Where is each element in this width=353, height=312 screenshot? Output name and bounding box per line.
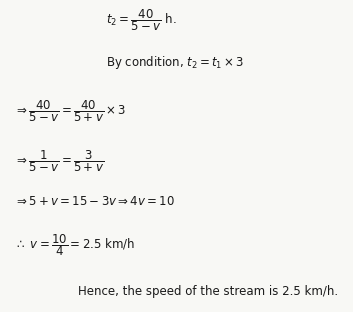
Text: $\therefore\ v = \dfrac{10}{4} = 2.5$ km/h: $\therefore\ v = \dfrac{10}{4} = 2.5$ km… <box>14 232 135 258</box>
Text: $t_2 = \dfrac{40}{5-v}$ h.: $t_2 = \dfrac{40}{5-v}$ h. <box>106 7 176 33</box>
Text: $\Rightarrow \dfrac{40}{5-v} = \dfrac{40}{5+v} \times 3$: $\Rightarrow \dfrac{40}{5-v} = \dfrac{40… <box>14 98 126 124</box>
Text: By condition, $t_2 = t_1 \times 3$: By condition, $t_2 = t_1 \times 3$ <box>106 54 244 71</box>
Text: Hence, the speed of the stream is 2.5 km/h.: Hence, the speed of the stream is 2.5 km… <box>78 285 338 298</box>
Text: $\Rightarrow \dfrac{1}{5-v} = \dfrac{3}{5+v}$: $\Rightarrow \dfrac{1}{5-v} = \dfrac{3}{… <box>14 148 104 173</box>
Text: $\Rightarrow 5 + v = 15 - 3v \Rightarrow 4v = 10$: $\Rightarrow 5 + v = 15 - 3v \Rightarrow… <box>14 195 175 208</box>
